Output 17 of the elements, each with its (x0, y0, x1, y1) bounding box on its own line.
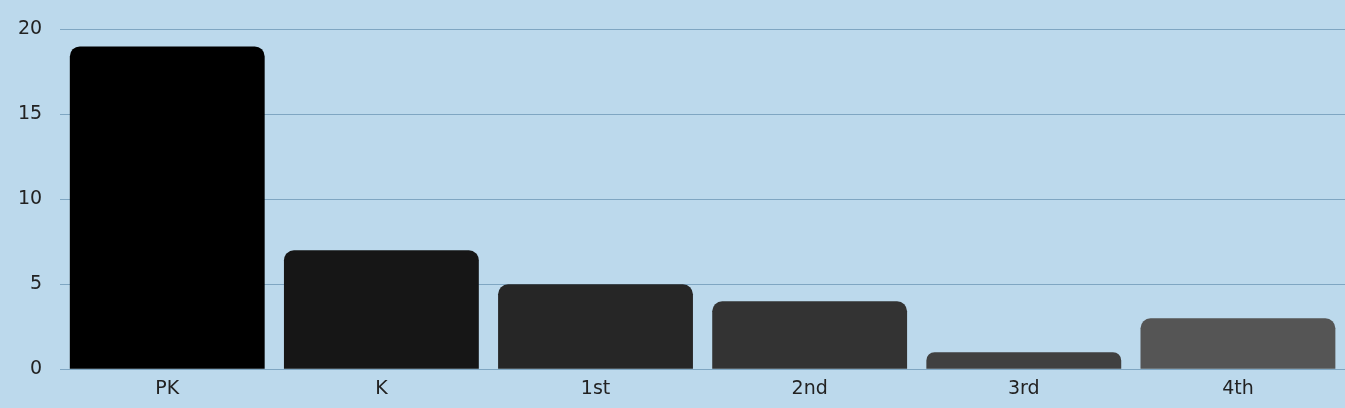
bar (1140, 318, 1336, 369)
bar (283, 250, 479, 369)
bar (498, 284, 693, 369)
y-tick-label: 5 (30, 271, 43, 294)
x-tick-label: 2nd (791, 375, 828, 398)
x-tick-label: 4th (1222, 375, 1254, 398)
x-tick-label: 3rd (1007, 375, 1040, 398)
x-tick-label: PK (155, 375, 180, 398)
y-tick-label: 10 (17, 186, 43, 209)
bar (712, 301, 908, 369)
x-tick-label: 1st (580, 375, 611, 398)
bar (926, 352, 1122, 369)
x-tick-label: K (375, 375, 389, 398)
y-tick-label: 20 (17, 16, 43, 39)
y-tick-label: 0 (30, 356, 43, 379)
bar (69, 46, 265, 369)
y-tick-label: 15 (17, 101, 43, 124)
